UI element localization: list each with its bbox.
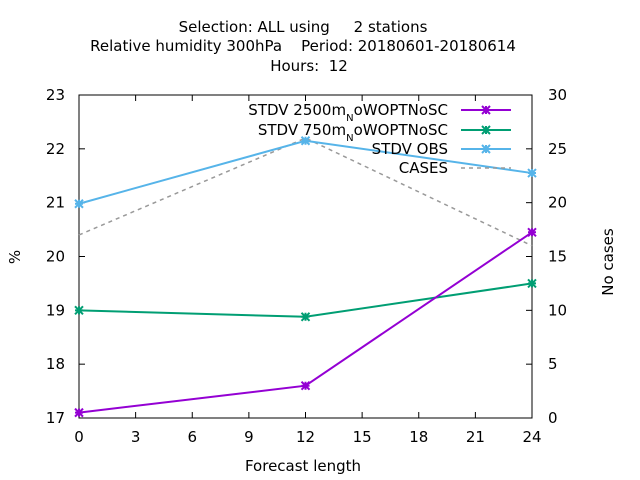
data-point-marker: [300, 380, 311, 391]
legend-entry: CASES: [399, 159, 511, 177]
y2-tick-label: 25: [548, 140, 567, 158]
y2-axis-ticks: 0 5 10 15 20 25 30: [526, 86, 567, 427]
legend-label: STDV OBS: [372, 140, 448, 158]
series-0: [74, 227, 537, 418]
y2-axis-label: No cases: [599, 228, 617, 296]
y-tick-label: 22: [46, 140, 65, 158]
x-tick-label: 6: [187, 428, 197, 446]
y-tick-label: 23: [46, 86, 65, 104]
x-tick-label: 0: [74, 428, 84, 446]
x-axis-ticks: 0 3 6 9 12 15 18 21 24: [74, 95, 542, 446]
legend-swatch-marker: [481, 125, 491, 135]
legend-swatch-marker: [481, 105, 491, 115]
y-tick-label: 18: [46, 355, 65, 373]
series-line: [78, 139, 533, 205]
title-line-1: Selection: ALL using 2 stations: [179, 18, 428, 36]
data-point-marker: [527, 227, 537, 237]
legend-entry: STDV OBS: [372, 140, 511, 158]
y-tick-label: 21: [46, 194, 65, 212]
data-point-marker: [74, 305, 84, 316]
y2-tick-label: 10: [548, 301, 567, 319]
x-tick-label: 21: [466, 428, 485, 446]
series-3: [78, 137, 533, 247]
legend-entry: STDV 2500mNoWOPTNoSC: [248, 101, 511, 124]
x-axis-label: Forecast length: [245, 457, 361, 475]
data-point-marker: [300, 136, 311, 146]
x-tick-label: 18: [409, 428, 428, 446]
y-axis-ticks: 17 18 19 20 21 22 23: [46, 86, 85, 427]
series-layer: [74, 136, 537, 418]
title-line-2: Relative humidity 300hPa Period: 2018060…: [90, 37, 516, 55]
data-point-marker: [74, 407, 84, 418]
y2-tick-label: 0: [548, 409, 558, 427]
series-1: [74, 278, 537, 322]
data-point-marker: [300, 312, 311, 322]
x-tick-label: 15: [353, 428, 372, 446]
title-line-3: Hours: 12: [270, 57, 348, 75]
y2-tick-label: 5: [548, 355, 558, 373]
series-line: [78, 137, 533, 247]
series-2: [74, 136, 537, 209]
x-tick-label: 12: [296, 428, 315, 446]
legend-entry: STDV 750mNoWOPTNoSC: [258, 121, 511, 144]
y-tick-label: 19: [46, 301, 65, 319]
x-tick-label: 3: [131, 428, 141, 446]
y-tick-label: 17: [46, 409, 65, 427]
data-point-marker: [527, 168, 537, 178]
x-tick-label: 9: [244, 428, 254, 446]
chart-title: Selection: ALL using 2 stations Relative…: [90, 18, 516, 75]
series-line: [78, 282, 533, 318]
data-point-marker: [527, 278, 537, 289]
y2-tick-label: 15: [548, 248, 567, 266]
y-axis-label: %: [6, 250, 24, 264]
y2-tick-label: 30: [548, 86, 567, 104]
x-tick-label: 24: [522, 428, 541, 446]
legend-label: STDV 750mNoWOPTNoSC: [258, 121, 448, 144]
legend-label: STDV 2500mNoWOPTNoSC: [248, 101, 448, 124]
legend-label: CASES: [399, 159, 448, 177]
legend-swatch-marker: [481, 144, 491, 154]
y2-tick-label: 20: [548, 194, 567, 212]
data-point-marker: [74, 199, 84, 209]
y-tick-label: 20: [46, 248, 65, 266]
